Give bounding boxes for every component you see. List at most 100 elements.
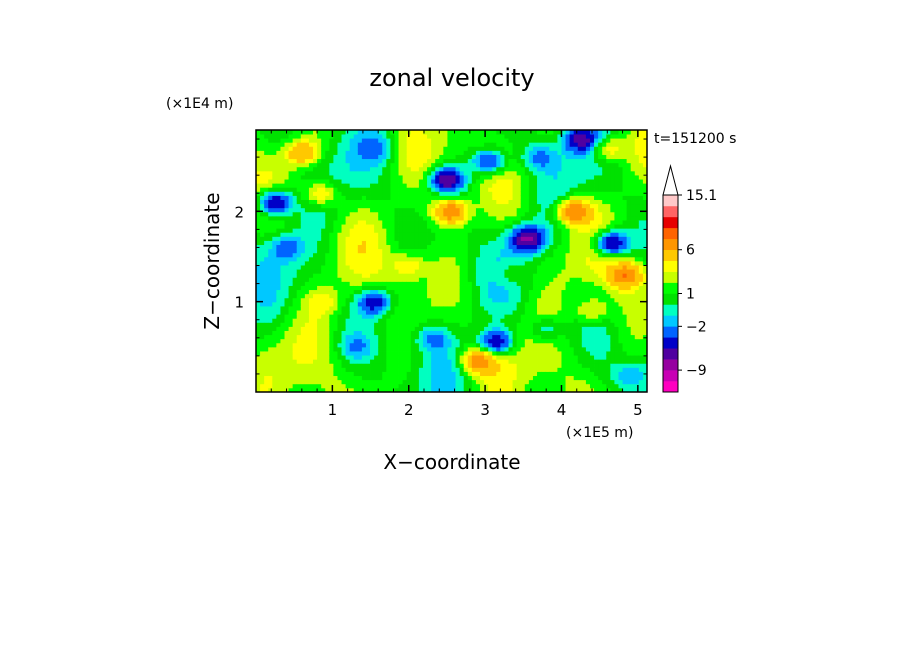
heatmap-cell xyxy=(496,367,501,372)
heatmap-cell xyxy=(300,166,306,172)
heatmap-cell xyxy=(325,330,330,336)
heatmap-cell xyxy=(260,310,265,315)
heatmap-cell xyxy=(394,351,399,356)
heatmap-cell xyxy=(512,150,518,155)
heatmap-cell xyxy=(435,252,440,258)
heatmap-cell xyxy=(280,351,285,356)
heatmap-cell xyxy=(386,363,391,368)
heatmap-cell xyxy=(276,375,281,381)
heatmap-cell xyxy=(353,134,359,139)
heatmap-cell xyxy=(268,195,273,200)
heatmap-cell xyxy=(402,232,408,237)
heatmap-cell xyxy=(361,330,367,336)
heatmap-cell xyxy=(333,383,338,389)
heatmap-cell xyxy=(524,138,530,143)
heatmap-cell xyxy=(353,359,359,364)
heatmap-cell xyxy=(439,387,444,393)
heatmap-cell xyxy=(520,371,526,377)
heatmap-cell xyxy=(292,215,298,221)
heatmap-cell xyxy=(410,175,416,180)
heatmap-cell xyxy=(508,248,513,254)
heatmap-cell xyxy=(475,265,481,270)
heatmap-cell xyxy=(512,363,518,368)
heatmap-cell xyxy=(402,134,408,139)
heatmap-cell xyxy=(553,310,558,315)
heatmap-cell xyxy=(260,256,265,262)
heatmap-cell xyxy=(418,338,424,344)
heatmap-cell xyxy=(545,314,550,319)
heatmap-cell xyxy=(398,240,404,246)
heatmap-cell xyxy=(317,134,322,139)
heatmap-cell xyxy=(292,195,298,200)
heatmap-cell xyxy=(504,334,509,340)
heatmap-cell xyxy=(321,387,326,393)
heatmap-cell xyxy=(431,252,436,258)
heatmap-cell xyxy=(260,134,265,139)
heatmap-cell xyxy=(329,252,334,258)
heatmap-cell xyxy=(492,326,497,331)
heatmap-cell xyxy=(431,187,436,192)
heatmap-cell xyxy=(402,179,408,184)
heatmap-cell xyxy=(520,322,526,327)
heatmap-cell xyxy=(292,146,298,151)
heatmap-cell xyxy=(313,220,318,225)
heatmap-cell xyxy=(475,158,481,164)
heatmap-cell xyxy=(561,277,566,282)
heatmap-cell xyxy=(410,355,416,360)
heatmap-cell xyxy=(512,146,518,151)
heatmap-cell xyxy=(451,228,456,233)
heatmap-cell xyxy=(459,289,465,295)
heatmap-cell xyxy=(264,175,269,180)
heatmap-cell xyxy=(565,236,571,241)
heatmap-cell xyxy=(390,375,395,381)
heatmap-cell xyxy=(520,297,526,303)
heatmap-cell xyxy=(288,166,294,172)
heatmap-cell xyxy=(321,383,326,389)
heatmap-cell xyxy=(480,269,485,274)
heatmap-cell xyxy=(325,179,330,184)
heatmap-cell xyxy=(288,265,294,270)
heatmap-cell xyxy=(321,310,326,315)
heatmap-cell xyxy=(321,322,326,327)
heatmap-cell xyxy=(532,371,538,377)
heatmap-cell xyxy=(565,191,571,196)
heatmap-cell xyxy=(325,138,330,143)
heatmap-cell xyxy=(304,215,310,221)
heatmap-cell xyxy=(398,289,404,295)
heatmap-cell xyxy=(549,130,554,135)
heatmap-cell xyxy=(300,355,306,360)
heatmap-cell xyxy=(447,273,452,278)
heatmap-cell xyxy=(537,367,542,372)
heatmap-cell xyxy=(459,179,465,184)
heatmap-cell xyxy=(557,236,562,241)
heatmap-cell xyxy=(545,318,550,323)
heatmap-cell xyxy=(467,338,473,344)
heatmap-cell xyxy=(325,207,330,213)
heatmap-cell xyxy=(565,301,571,307)
heatmap-cell xyxy=(276,301,281,307)
heatmap-cell xyxy=(422,326,428,331)
heatmap-cell xyxy=(288,179,294,184)
heatmap-cell xyxy=(353,293,359,299)
heatmap-cell xyxy=(345,244,351,250)
heatmap-cell xyxy=(480,187,485,192)
heatmap-cell xyxy=(264,379,269,385)
heatmap-cell xyxy=(276,203,281,209)
heatmap-cell xyxy=(349,310,355,315)
heatmap-cell xyxy=(394,220,399,225)
heatmap-cell xyxy=(427,379,432,385)
heatmap-cell xyxy=(345,342,351,348)
heatmap-cell xyxy=(256,273,261,278)
heatmap-cell xyxy=(475,195,481,200)
heatmap-cell xyxy=(349,134,355,139)
heatmap-cell xyxy=(264,310,269,315)
heatmap-cell xyxy=(402,273,408,278)
heatmap-cell xyxy=(565,187,571,192)
heatmap-cell xyxy=(569,277,575,282)
heatmap-cell xyxy=(541,269,546,274)
heatmap-cell xyxy=(308,261,314,266)
heatmap-cell xyxy=(524,261,530,266)
heatmap-cell xyxy=(308,232,314,237)
heatmap-cell xyxy=(557,130,562,135)
heatmap-cell xyxy=(308,387,314,393)
